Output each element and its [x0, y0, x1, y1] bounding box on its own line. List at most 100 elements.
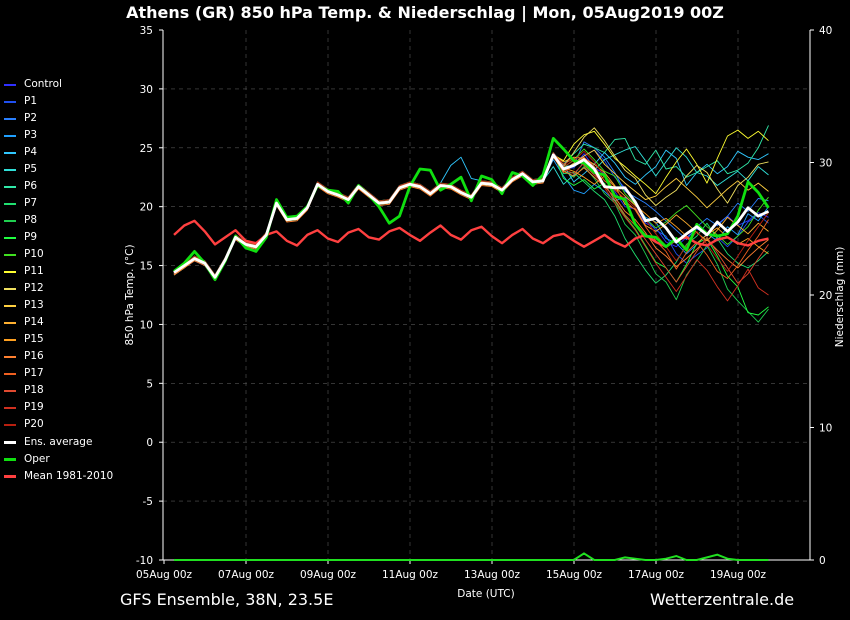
legend-item: P3 [4, 127, 129, 144]
y-tick-label: 25 [140, 143, 153, 155]
grid-lines [163, 30, 810, 560]
series-lines [173, 125, 770, 323]
legend-item: P2 [4, 110, 129, 127]
x-tick-label: 15Aug 00z [546, 569, 603, 581]
legend-label: P6 [24, 180, 38, 192]
series-line-p10 [173, 148, 769, 278]
legend-label: P19 [24, 401, 44, 413]
legend-swatch [4, 390, 16, 392]
series-line-ens-average [173, 153, 770, 279]
y2-tick-label: 20 [819, 290, 832, 302]
series-line-p15 [173, 153, 769, 277]
legend-swatch [4, 101, 16, 103]
legend-swatch [4, 84, 16, 86]
legend-swatch [4, 288, 16, 290]
series-line-p9 [173, 152, 769, 316]
model-info: GFS Ensemble, 38N, 23.5E [120, 590, 334, 609]
y2-tick-label: 10 [819, 423, 832, 435]
y-tick-label: 30 [140, 84, 153, 96]
y2-tick-label: 0 [819, 555, 826, 567]
y2-axis-ticks: 40 30 20 10 0 [810, 25, 832, 567]
legend-swatch [4, 220, 16, 222]
y-tick-label: 0 [146, 437, 153, 449]
legend-item: P9 [4, 229, 129, 246]
legend-label: P15 [24, 333, 44, 345]
legend: Control P1 P2 P3 P4 P5 P6 P7 P8 P9 P10 P11 P12 P13 P14… [4, 76, 129, 485]
series-line-oper [173, 136, 770, 282]
legend-label: P9 [24, 231, 38, 243]
legend-label: Control [24, 78, 62, 90]
legend-label: P14 [24, 316, 44, 328]
axes [162, 30, 811, 561]
legend-label: P11 [24, 265, 44, 277]
legend-label: P1 [24, 95, 38, 107]
legend-label: P17 [24, 367, 44, 379]
legend-swatch [4, 135, 16, 137]
y2-axis-label: Niederschlag (mm) [834, 247, 846, 348]
legend-label: P8 [24, 214, 38, 226]
legend-swatch [4, 118, 16, 120]
x-tick-label: 05Aug 00z [136, 569, 193, 581]
legend-label: P13 [24, 299, 44, 311]
legend-label: P10 [24, 248, 44, 260]
legend-label: P2 [24, 112, 38, 124]
y-tick-label: 5 [146, 378, 153, 390]
legend-swatch [4, 237, 16, 239]
legend-swatch [4, 203, 16, 205]
legend-item: P1 [4, 93, 129, 110]
legend-item: P12 [4, 280, 129, 297]
legend-item: P19 [4, 399, 129, 416]
legend-item: P7 [4, 195, 129, 212]
legend-label: Ens. average [24, 436, 93, 448]
series-line-p14 [173, 154, 769, 278]
legend-swatch [4, 186, 16, 188]
series-line-p11 [173, 129, 769, 278]
legend-item: P20 [4, 416, 129, 433]
x-tick-label: 13Aug 00z [464, 569, 521, 581]
y2-tick-label: 40 [819, 25, 832, 37]
y-tick-label: 15 [140, 261, 153, 273]
legend-label: P3 [24, 129, 38, 141]
legend-item: P16 [4, 348, 129, 365]
legend-swatch [4, 441, 16, 444]
legend-label: Oper [24, 453, 50, 465]
y-tick-label: 20 [140, 202, 153, 214]
legend-item: P17 [4, 365, 129, 382]
series-line-control [173, 153, 769, 278]
legend-item: P18 [4, 382, 129, 399]
y2-tick-label: 30 [819, 158, 832, 170]
legend-swatch [4, 322, 16, 324]
legend-swatch [4, 305, 16, 307]
legend-label: P5 [24, 163, 38, 175]
y-tick-label: -5 [143, 496, 153, 508]
y-axis-label: 850 hPa Temp. (°C) [124, 244, 136, 345]
legend-swatch [4, 254, 16, 256]
legend-swatch [4, 458, 16, 461]
x-tick-label: 11Aug 00z [382, 569, 439, 581]
legend-label: Mean 1981-2010 [24, 470, 114, 482]
legend-item: Ens. average [4, 434, 129, 451]
legend-item: Mean 1981-2010 [4, 468, 129, 485]
x-tick-label: 19Aug 00z [710, 569, 767, 581]
legend-swatch [4, 339, 16, 341]
legend-swatch [4, 373, 16, 375]
legend-swatch [4, 407, 16, 409]
legend-item: P10 [4, 246, 129, 263]
chart-title: Athens (GR) 850 hPa Temp. & Niederschlag… [126, 3, 724, 22]
legend-item: P13 [4, 297, 129, 314]
x-axis-label: Date (UTC) [457, 588, 514, 600]
series-line-p19 [173, 154, 769, 302]
legend-item: P15 [4, 331, 129, 348]
site-name: Wetterzentrale.de [650, 590, 795, 609]
y-tick-label: 10 [140, 319, 153, 331]
legend-item: P5 [4, 161, 129, 178]
legend-label: P20 [24, 418, 44, 430]
legend-item: Oper [4, 451, 129, 468]
legend-label: P4 [24, 146, 38, 158]
legend-item: P4 [4, 144, 129, 161]
legend-item: P6 [4, 178, 129, 195]
legend-label: P18 [24, 384, 44, 396]
precipitation-lines [174, 552, 769, 561]
legend-item: P8 [4, 212, 129, 229]
legend-label: P12 [24, 282, 44, 294]
